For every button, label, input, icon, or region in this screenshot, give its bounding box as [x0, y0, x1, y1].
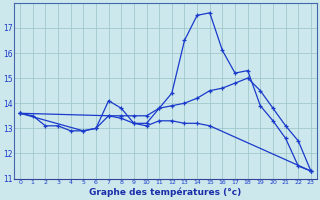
X-axis label: Graphe des températures (°c): Graphe des températures (°c): [89, 188, 242, 197]
